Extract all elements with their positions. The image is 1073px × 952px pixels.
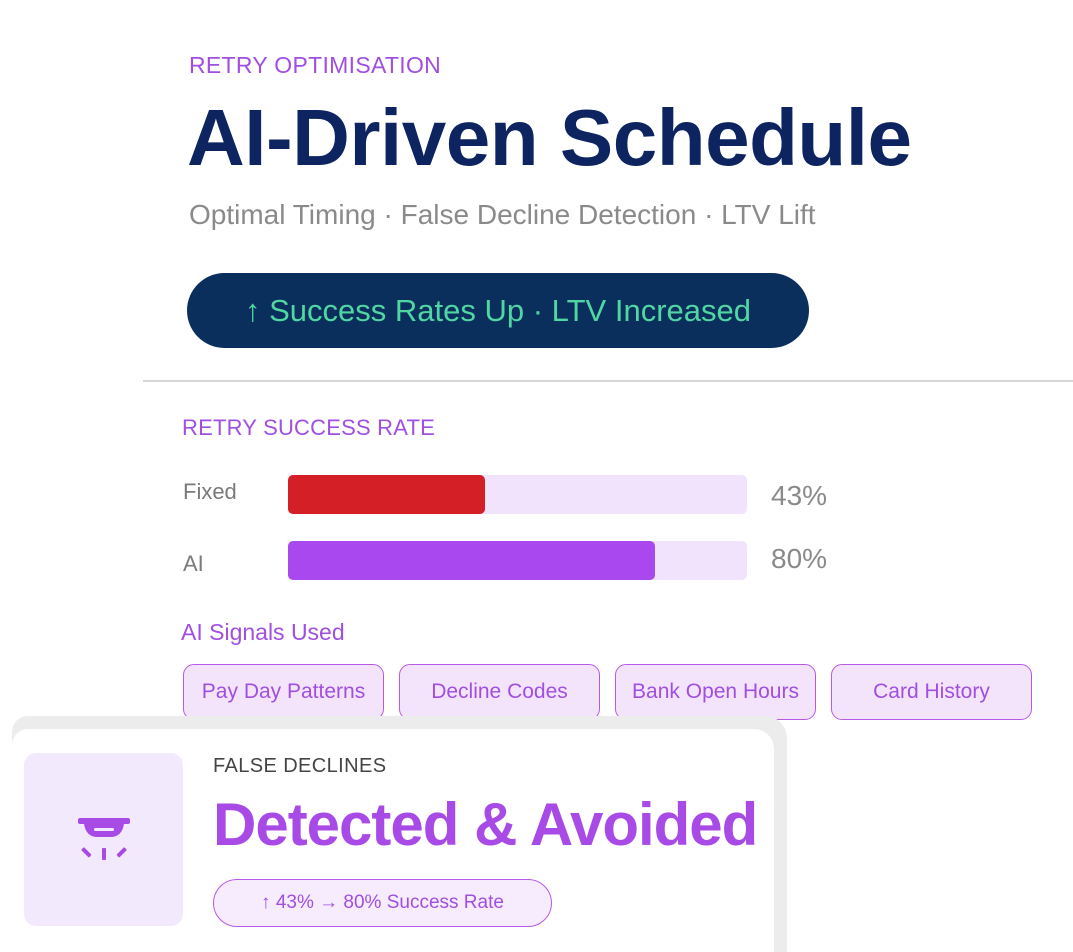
bar-fill-ai <box>288 541 656 580</box>
bar-track-fixed <box>288 475 747 514</box>
section-eyebrow: RETRY OPTIMISATION <box>189 52 442 78</box>
divider <box>143 380 1073 382</box>
bar-track-ai <box>288 541 747 580</box>
icon-box <box>24 753 183 926</box>
bar-label-ai: AI <box>183 551 204 576</box>
false-declines-title: Detected & Avoided <box>213 791 758 858</box>
alarm-light-icon <box>77 817 130 860</box>
success-badge: ↑ Success Rates Up · LTV Increased <box>187 273 809 348</box>
bar-label-fixed: Fixed <box>183 479 237 504</box>
false-declines-eyebrow: FALSE DECLINES <box>213 755 387 777</box>
signal-tag-pay-day: Pay Day Patterns <box>183 664 384 720</box>
page-title: AI-Driven Schedule <box>187 93 912 182</box>
signal-tag-card-history: Card History <box>831 664 1032 720</box>
success-rate-label: RETRY SUCCESS RATE <box>182 415 435 440</box>
signals-label: AI Signals Used <box>181 619 345 645</box>
bar-fill-fixed <box>288 475 486 514</box>
false-declines-badge: ↑ 43% → 80% Success Rate <box>213 879 552 927</box>
page-subtitle: Optimal Timing · False Decline Detection… <box>189 199 816 230</box>
bar-value-fixed: 43% <box>771 480 828 511</box>
bar-value-ai: 80% <box>771 543 828 574</box>
signal-tag-bank-hours: Bank Open Hours <box>615 664 816 720</box>
signal-tag-decline-codes: Decline Codes <box>399 664 600 720</box>
